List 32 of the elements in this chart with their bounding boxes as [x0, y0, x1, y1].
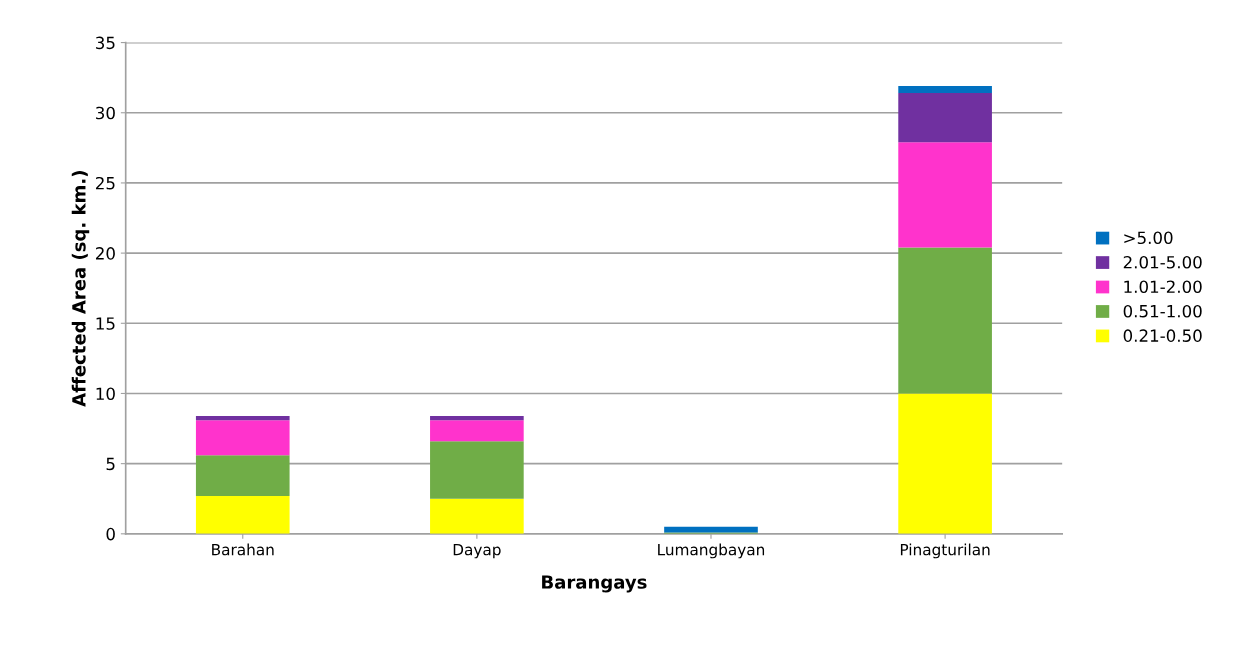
bar [430, 415, 524, 421]
y-tick-label: 5 [106, 457, 115, 471]
x-tick-label: Barahan [212, 543, 274, 556]
y-tick-label: 30 [96, 106, 115, 120]
bar [430, 441, 524, 499]
bar [195, 495, 290, 534]
bar [195, 455, 290, 496]
bar [898, 142, 992, 248]
bar [430, 420, 524, 442]
y-tick-label: 35 [96, 36, 115, 50]
legend-label: >5.00 [1124, 231, 1173, 245]
bar [195, 420, 290, 456]
legend-label: 0.51-1.00 [1123, 304, 1202, 318]
y-tick-label: 20 [95, 247, 115, 260]
bar [898, 86, 992, 94]
y-tick-label: 25 [95, 176, 115, 190]
y-axis-title: Affected Area (sq. km.) [71, 171, 90, 407]
legend-label: 1.01-2.00 [1124, 280, 1202, 294]
y-tick-label: 10 [96, 387, 115, 401]
x-axis-title: Barangays [542, 575, 647, 593]
bar [898, 93, 992, 143]
bar [430, 498, 524, 534]
legend-label: 2.01-5.00 [1123, 255, 1202, 269]
x-tick-label: Dayap [453, 544, 501, 559]
y-tick-label: 15 [96, 317, 115, 330]
bar [898, 247, 992, 394]
x-tick-label: Lumangbayan [658, 543, 765, 559]
legend-label: 0.21-0.50 [1123, 329, 1202, 342]
bar [898, 393, 992, 534]
y-tick-label: 0 [106, 527, 115, 541]
x-tick-label: Pinagturilan [900, 543, 990, 559]
bar [195, 415, 290, 421]
